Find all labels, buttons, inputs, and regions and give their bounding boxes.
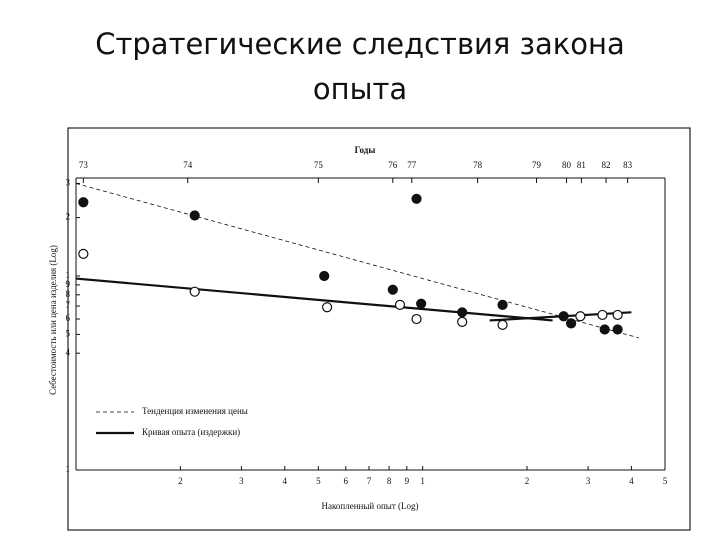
- price-point: [387, 284, 398, 295]
- x-tick-label: 2: [525, 476, 530, 486]
- top-tick-label: 74: [183, 160, 193, 170]
- x-tick-label: 5: [316, 476, 321, 486]
- top-tick-label: 81: [577, 160, 586, 170]
- x-tick-label: 7: [367, 476, 372, 486]
- price-point: [189, 210, 200, 221]
- price-point: [599, 324, 610, 335]
- top-tick-label: 79: [532, 160, 542, 170]
- price-point: [416, 298, 427, 309]
- slide-title: Стратегические следствия закона опыта: [95, 27, 625, 106]
- top-tick-label: 76: [388, 160, 398, 170]
- y-tick-label: 3: [66, 178, 71, 188]
- cost-point: [597, 309, 608, 321]
- y-tick-label: 4: [66, 347, 71, 357]
- top-tick-label: 77: [407, 160, 417, 170]
- price-point: [78, 197, 89, 208]
- legend-label: Тенденция изменения цены: [142, 406, 248, 416]
- chart-frame: [67, 127, 691, 531]
- top-axis-label: Годы: [355, 145, 376, 155]
- y-tick-label: 6: [66, 313, 71, 323]
- top-tick-label: 80: [562, 160, 572, 170]
- x-tick-label: 2: [178, 476, 183, 486]
- y-tick-label: 7: [66, 300, 71, 310]
- x-tick-label: 3: [239, 476, 244, 486]
- y-tick-label: 2: [66, 212, 71, 222]
- price-point: [457, 307, 468, 318]
- y-tick-label: 9: [66, 279, 71, 289]
- cost-point: [78, 248, 89, 259]
- legend-label: Кривая опыта (издержки): [142, 427, 240, 437]
- top-tick-label: 78: [473, 160, 483, 170]
- cost-point: [497, 319, 508, 330]
- price-point: [612, 324, 623, 335]
- price-point: [497, 299, 508, 310]
- x-tick-label: 3: [586, 476, 591, 486]
- top-tick-label: 83: [623, 160, 633, 170]
- top-tick-label: 75: [314, 160, 324, 170]
- cost-point: [457, 316, 468, 327]
- x-tick-label: 4: [629, 476, 634, 486]
- y-tick-label: 1: [66, 270, 71, 280]
- cost-point: [411, 313, 422, 325]
- x-tick-label: 9: [405, 476, 410, 486]
- cost-point: [612, 309, 623, 321]
- cost-point: [321, 302, 333, 313]
- price-trend-line: [75, 183, 639, 339]
- price-point: [566, 318, 577, 329]
- price-point: [319, 270, 330, 282]
- x-tick-label: 1: [420, 476, 425, 486]
- top-tick-label: 73: [79, 160, 89, 170]
- y-tick-label: 5: [66, 328, 71, 338]
- cost-point: [394, 299, 406, 310]
- x-tick-label: 5: [663, 476, 668, 486]
- y-tick-label: 8: [66, 289, 71, 299]
- x-axis-label: Накопленный опыт (Log): [322, 501, 419, 511]
- price-point: [411, 193, 422, 204]
- experience-curve: [75, 277, 553, 322]
- y-axis-label: Себестоимость или цена изделия (Log): [48, 245, 58, 395]
- cost-point: [189, 286, 200, 297]
- x-tick-label: 6: [344, 476, 349, 486]
- x-tick-label: 4: [282, 476, 287, 486]
- x-tick-label: 8: [387, 476, 392, 486]
- top-tick-label: 82: [602, 160, 611, 170]
- cost-point: [575, 311, 586, 322]
- y-tick-label: 1: [66, 464, 71, 474]
- price-point: [558, 311, 569, 322]
